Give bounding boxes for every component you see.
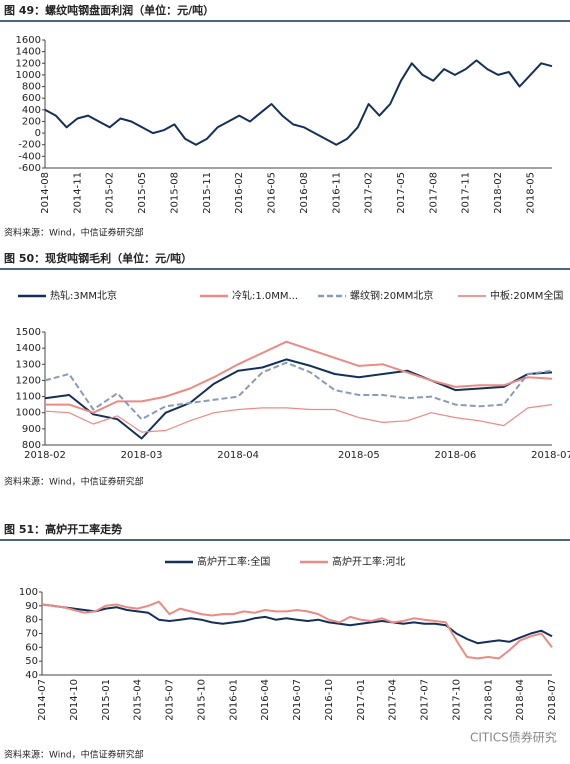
x-tick-label: 2017-10 bbox=[451, 679, 462, 721]
x-tick-label: 2015-04 bbox=[133, 679, 144, 721]
x-tick-label: 2014-07 bbox=[37, 679, 48, 721]
x-tick-label: 2015-10 bbox=[196, 679, 207, 721]
chart-title: 图 50：现货吨钢毛利（单位：元/吨） bbox=[4, 251, 192, 265]
legend-label: 高炉开工率:河北 bbox=[332, 555, 405, 568]
x-tick-label: 2017-11 bbox=[461, 172, 472, 214]
y-tick-label: 600 bbox=[22, 93, 41, 104]
y-tick-label: -400 bbox=[18, 151, 41, 162]
series-line bbox=[41, 603, 553, 645]
legend-label: 中板:20MM全国 bbox=[490, 289, 563, 302]
x-tick-label: 2018-01 bbox=[483, 679, 494, 721]
x-tick-label: 2015-08 bbox=[169, 172, 180, 214]
x-tick-label: 2018-05 bbox=[525, 172, 536, 214]
x-tick-label: 2016-04 bbox=[260, 679, 271, 721]
chart-title: 图 49：螺纹吨钢盘面利润（单位：元/吨） bbox=[4, 3, 214, 17]
y-tick-label: 800 bbox=[22, 82, 41, 93]
y-tick-label: 800 bbox=[22, 440, 41, 451]
series-line bbox=[44, 404, 553, 433]
y-tick-label: 200 bbox=[22, 116, 41, 127]
y-tick-label: 1000 bbox=[16, 70, 41, 81]
y-tick-label: 1100 bbox=[16, 392, 41, 403]
x-tick-label: 2016-07 bbox=[292, 679, 303, 721]
x-tick-label: 2018-02 bbox=[493, 172, 504, 214]
series-line bbox=[41, 600, 553, 660]
x-tick-label: 2017-01 bbox=[356, 679, 367, 721]
y-tick-label: 90 bbox=[25, 601, 38, 612]
x-tick-label: 2018-04 bbox=[217, 450, 259, 461]
y-tick-label: 1500 bbox=[16, 327, 41, 338]
series-line bbox=[45, 340, 553, 414]
y-tick-label: 0 bbox=[35, 128, 41, 139]
source-note: 资料来源：Wind，中信证券研究部 bbox=[4, 749, 144, 761]
x-tick-label: 2016-11 bbox=[331, 172, 342, 214]
x-tick-label: 2014-11 bbox=[72, 172, 83, 214]
y-tick-label: 80 bbox=[25, 615, 38, 626]
y-tick-label: 60 bbox=[25, 642, 38, 653]
x-tick-label: 2018-06 bbox=[435, 450, 477, 461]
x-tick-label: 2018-03 bbox=[121, 450, 163, 461]
y-tick-label: 1300 bbox=[16, 359, 41, 370]
source-note: 资料来源：Wind，中信证券研究部 bbox=[4, 227, 144, 239]
y-tick-label: 40 bbox=[25, 670, 38, 681]
watermark: CITICS债券研究 bbox=[470, 730, 557, 745]
x-tick-label: 2018-07 bbox=[531, 450, 570, 461]
y-tick-label: 400 bbox=[22, 105, 41, 116]
y-tick-label: -200 bbox=[18, 140, 41, 151]
x-tick-label: 2015-11 bbox=[202, 172, 213, 214]
x-tick-label: 2014-10 bbox=[69, 679, 80, 721]
legend-label: 高炉开工率:全国 bbox=[197, 555, 270, 568]
y-tick-label: -600 bbox=[18, 163, 41, 174]
x-tick-label: 2015-05 bbox=[137, 172, 148, 214]
series-line bbox=[44, 358, 553, 440]
x-tick-label: 2015-02 bbox=[105, 172, 116, 214]
y-tick-label: 50 bbox=[25, 656, 38, 667]
chart-title: 图 51：高炉开工率走势 bbox=[4, 522, 122, 536]
series-line bbox=[44, 361, 553, 421]
x-tick-label: 2017-08 bbox=[428, 172, 439, 214]
x-tick-label: 2015-07 bbox=[165, 679, 176, 721]
legend-label: 热轧:3MM北京 bbox=[50, 289, 117, 302]
y-tick-label: 1000 bbox=[16, 408, 41, 419]
x-tick-label: 2014-08 bbox=[40, 172, 51, 214]
x-tick-label: 2016-05 bbox=[267, 172, 278, 214]
legend-label: 螺纹钢:20MM北京 bbox=[350, 289, 433, 302]
x-tick-label: 2017-02 bbox=[364, 172, 375, 214]
y-tick-label: 100 bbox=[19, 587, 38, 598]
x-tick-label: 2016-10 bbox=[324, 679, 335, 721]
x-tick-label: 2018-04 bbox=[515, 679, 526, 721]
y-tick-label: 1200 bbox=[16, 375, 41, 386]
y-tick-label: 900 bbox=[22, 424, 41, 435]
source-note: 资料来源：Wind，中信证券研究部 bbox=[4, 476, 144, 488]
y-tick-label: 70 bbox=[25, 629, 38, 640]
series-line bbox=[44, 59, 553, 146]
x-tick-label: 2016-02 bbox=[234, 172, 245, 214]
legend-label: 冷轧:1.0MM... bbox=[232, 289, 298, 302]
x-tick-label: 2015-01 bbox=[101, 679, 112, 721]
y-tick-label: 1200 bbox=[16, 58, 41, 69]
x-tick-label: 2017-05 bbox=[396, 172, 407, 214]
x-tick-label: 2017-07 bbox=[420, 679, 431, 721]
x-tick-label: 2018-02 bbox=[24, 450, 66, 461]
y-tick-label: 1400 bbox=[16, 47, 41, 58]
x-tick-label: 2018-07 bbox=[547, 679, 558, 721]
x-tick-label: 2016-08 bbox=[299, 172, 310, 214]
x-tick-label: 2018-05 bbox=[338, 450, 380, 461]
x-tick-label: 2016-01 bbox=[228, 679, 239, 721]
y-tick-label: 1600 bbox=[16, 35, 41, 46]
x-tick-label: 2017-04 bbox=[388, 679, 399, 721]
y-tick-label: 1400 bbox=[16, 343, 41, 354]
